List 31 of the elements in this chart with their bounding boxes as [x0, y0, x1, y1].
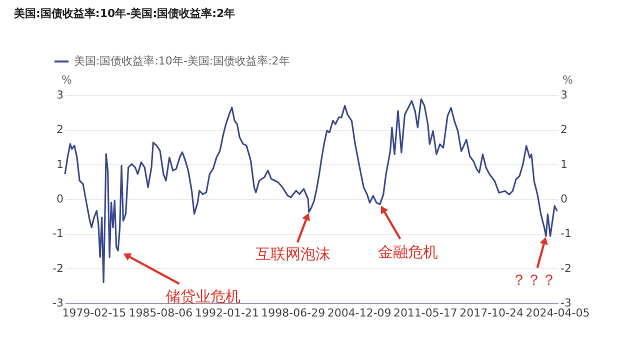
y2-tick-label: 1	[560, 158, 568, 171]
x-tick-label: 1979-02-15	[62, 306, 126, 320]
y2-tick-label: 2	[560, 123, 568, 136]
y-tick-label: 2	[56, 123, 64, 136]
y2-axis-title: %	[562, 74, 573, 86]
y2-tick-label: -1	[560, 227, 572, 240]
y-tick-label: 1	[56, 158, 64, 171]
y-tick-label: 3	[56, 88, 64, 102]
annotation: 互联网泡沫	[255, 245, 330, 264]
x-tick-label: 1985-08-06	[128, 306, 193, 320]
y-tick-label: -2	[52, 262, 64, 275]
x-tick-label: 2024-04-05	[526, 306, 590, 320]
y2-tick-label: 0	[560, 192, 568, 206]
x-tick-label: 1992-01-21	[195, 306, 259, 320]
chart-title: 美国:国债收益率:10年-美国:国债收益率:2年	[13, 7, 236, 20]
x-tick-label: 1998-06-29	[261, 306, 326, 320]
y-axis-title: %	[62, 74, 72, 86]
x-tick-label: 2004-12-09	[327, 306, 392, 320]
y2-tick-label: -2	[560, 262, 572, 275]
line-series	[64, 98, 558, 283]
annotation: 储贷业危机	[166, 288, 241, 306]
x-tick-label: 2011-05-17	[393, 306, 458, 320]
y2-tick-label: 3	[560, 88, 568, 102]
y-tick-label: -1	[52, 227, 64, 240]
legend-label: 美国:国债收益率:10年-美国:国债收益率:2年	[74, 54, 290, 68]
annotation: 金融危机	[378, 243, 438, 262]
annotation: ？？？	[511, 271, 556, 290]
y-tick-label: -3	[52, 296, 64, 310]
y2-tick-label: -3	[560, 296, 572, 310]
y-tick-label: 0	[56, 192, 64, 206]
x-tick-label: 2017-10-24	[460, 306, 524, 320]
